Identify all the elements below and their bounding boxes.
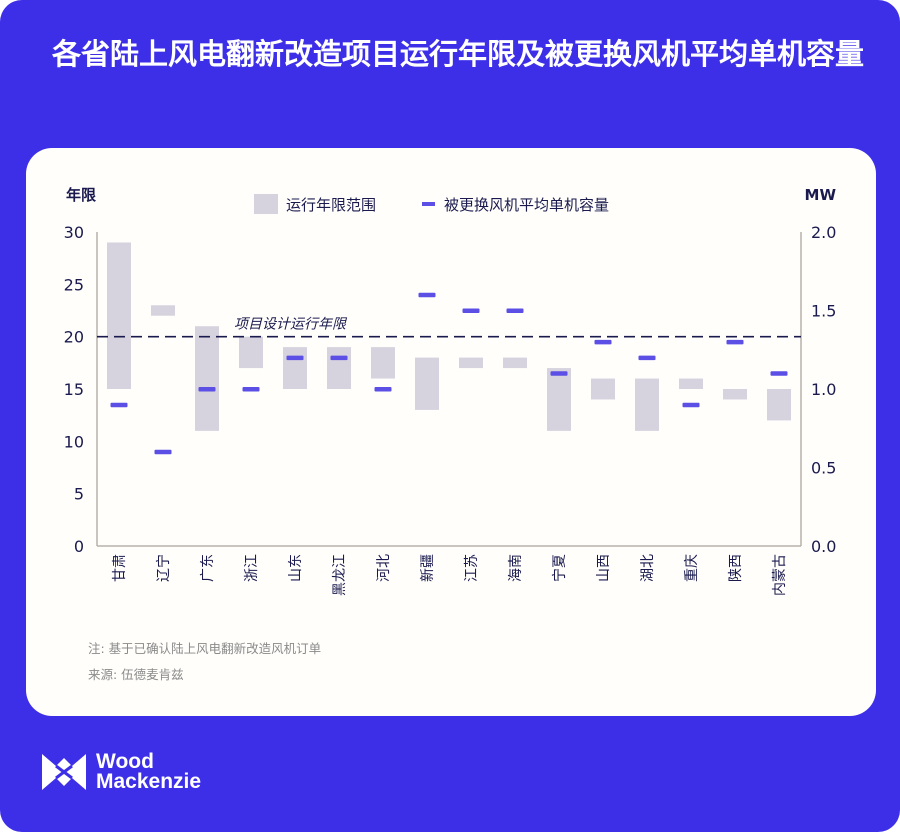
y-tick-label: 25 bbox=[64, 275, 84, 294]
range-bar bbox=[503, 357, 527, 369]
range-bar bbox=[767, 389, 791, 421]
x-tick-label: 重庆 bbox=[684, 554, 700, 582]
y-axis-label: 年限 bbox=[66, 186, 96, 204]
x-tick-label: 黑龙江 bbox=[332, 554, 348, 596]
y-tick-label: 5 bbox=[74, 485, 84, 504]
brand-line2: Mackenzie bbox=[96, 770, 202, 793]
capacity-marker bbox=[286, 355, 304, 361]
x-tick-label: 甘肃 bbox=[112, 554, 128, 582]
y-tick-label: 20 bbox=[64, 328, 84, 347]
x-tick-label: 河北 bbox=[376, 554, 392, 582]
y2-tick-label: 2.0 bbox=[811, 223, 836, 242]
x-tick-label: 广东 bbox=[200, 554, 216, 582]
chart-card: 年限 MW 运行年限范围 被更换风机平均单机容量 0 5 10 15 20 25 30 0.0 0.5 1… bbox=[26, 148, 876, 716]
capacity-marker bbox=[242, 387, 260, 392]
y2-tick-label: 0.0 bbox=[811, 537, 836, 556]
capacity-marker bbox=[374, 387, 392, 392]
wood-mackenzie-logo-icon bbox=[42, 754, 86, 790]
range-bar bbox=[415, 357, 439, 410]
capacity-marker bbox=[506, 308, 524, 313]
legend-range-swatch bbox=[254, 194, 278, 214]
capacity-marker bbox=[550, 371, 568, 376]
y2-tick-label: 1.0 bbox=[811, 380, 836, 399]
capacity-marker bbox=[330, 355, 348, 361]
capacity-marker bbox=[770, 371, 788, 376]
chart: 年限 MW 运行年限范围 被更换风机平均单机容量 0 5 10 15 20 25 30 0.0 0.5 1… bbox=[64, 186, 837, 596]
y-tick-label: 15 bbox=[64, 380, 84, 399]
x-tick-label: 宁夏 bbox=[551, 554, 568, 582]
y-tick-label: 10 bbox=[64, 432, 84, 451]
range-bar bbox=[107, 242, 131, 389]
range-bar bbox=[195, 326, 219, 431]
x-tick-label: 山西 bbox=[596, 554, 612, 582]
x-tick-label: 海南 bbox=[508, 554, 524, 582]
range-bar bbox=[327, 347, 351, 389]
chart-title: 各省陆上风电翻新改造项目运行年限及被更换风机平均单机容量 bbox=[52, 37, 865, 71]
reference-label: 项目设计运行年限 bbox=[234, 317, 348, 333]
y-tick-label: 0 bbox=[74, 537, 84, 556]
legend-capacity-swatch bbox=[422, 202, 435, 206]
range-bar bbox=[283, 347, 307, 389]
x-tick-label: 新疆 bbox=[420, 554, 436, 582]
legend-capacity-label: 被更换风机平均单机容量 bbox=[444, 196, 609, 214]
capacity-marker bbox=[462, 308, 480, 313]
x-tick-label: 山东 bbox=[288, 554, 304, 582]
capacity-marker bbox=[726, 339, 744, 345]
y2-axis-label: MW bbox=[805, 186, 837, 204]
capacity-marker bbox=[638, 355, 656, 361]
range-bar bbox=[635, 378, 659, 431]
range-bar bbox=[239, 336, 263, 369]
range-bar bbox=[151, 305, 175, 316]
source: 来源: 伍德麦肯兹 bbox=[88, 667, 184, 682]
range-bar bbox=[547, 368, 571, 431]
range-bar bbox=[459, 357, 483, 369]
range-bar bbox=[371, 347, 395, 379]
brand-logo: Wood Mackenzie bbox=[42, 750, 202, 793]
x-tick-label: 湖北 bbox=[640, 554, 656, 582]
capacity-marker bbox=[418, 292, 436, 298]
range-bar bbox=[679, 378, 703, 389]
capacity-marker bbox=[154, 449, 172, 455]
y2-tick-label: 1.5 bbox=[811, 302, 836, 321]
x-tick-label: 浙江 bbox=[244, 554, 260, 582]
y2-tick-label: 0.5 bbox=[811, 459, 836, 478]
range-bar bbox=[591, 378, 615, 400]
capacity-marker bbox=[110, 402, 128, 408]
capacity-marker bbox=[594, 339, 612, 345]
capacity-marker bbox=[198, 387, 216, 392]
footnote: 注: 基于已确认陆上风电翻新改造风机订单 bbox=[88, 641, 322, 656]
legend-range-label: 运行年限范围 bbox=[286, 196, 376, 214]
range-bar bbox=[723, 389, 747, 400]
y-tick-label: 30 bbox=[64, 223, 84, 242]
x-tick-label: 江苏 bbox=[464, 554, 480, 582]
x-tick-label: 辽宁 bbox=[155, 554, 172, 582]
x-tick-label: 陕西 bbox=[728, 554, 744, 582]
x-tick-label: 内蒙古 bbox=[772, 554, 788, 596]
brand-line1: Wood bbox=[96, 750, 154, 773]
capacity-marker bbox=[682, 402, 700, 408]
